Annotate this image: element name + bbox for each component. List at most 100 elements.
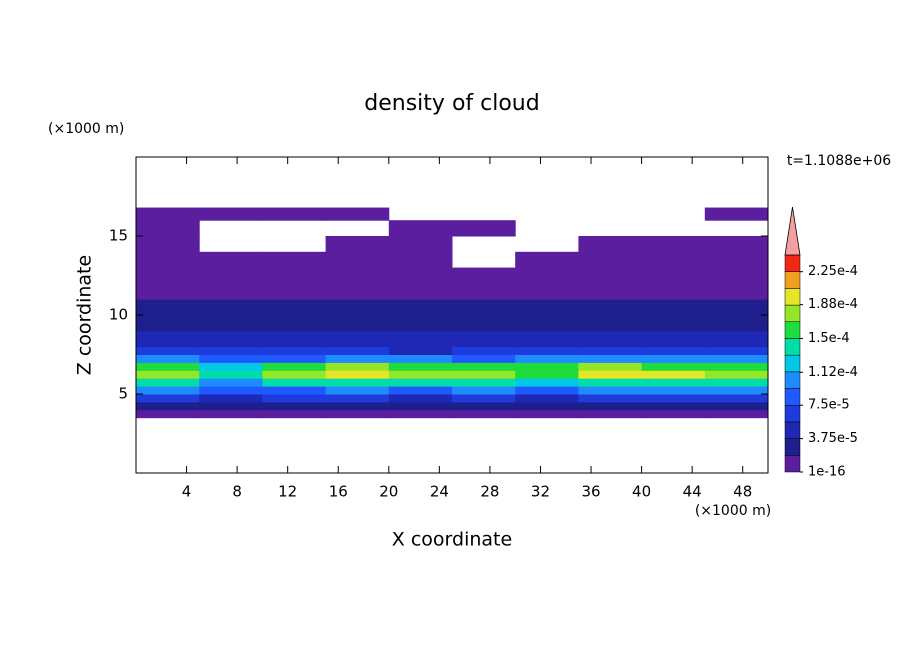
contour-cell bbox=[262, 251, 327, 269]
contour-cell bbox=[136, 207, 200, 221]
contour-cell bbox=[578, 370, 643, 379]
contour-cell bbox=[262, 299, 327, 316]
contour-cell bbox=[199, 409, 263, 419]
contour-cell bbox=[578, 330, 643, 348]
contour-cell bbox=[578, 299, 643, 316]
contour-cell bbox=[388, 220, 453, 237]
time-annotation: t=1.1088e+06 bbox=[787, 153, 891, 169]
contour-cell bbox=[704, 378, 769, 387]
contour-cell bbox=[641, 370, 706, 379]
contour-cell bbox=[325, 409, 390, 419]
contour-cell bbox=[262, 394, 327, 403]
contour-cell bbox=[136, 267, 200, 284]
contour-cell bbox=[325, 346, 390, 355]
contour-cell bbox=[325, 236, 390, 253]
contour-cell bbox=[262, 330, 327, 348]
contour-cell bbox=[262, 378, 327, 387]
x-tick-label: 12 bbox=[278, 483, 297, 501]
contour-cell bbox=[641, 386, 706, 395]
contour-cell bbox=[199, 267, 263, 284]
contour-cell bbox=[388, 267, 453, 284]
contour-cell bbox=[515, 362, 579, 371]
contour-cell bbox=[388, 370, 453, 379]
contour-cell bbox=[136, 378, 200, 387]
contour-cell bbox=[452, 394, 516, 403]
contour-cell bbox=[199, 362, 263, 371]
contour-cell bbox=[262, 401, 327, 411]
contour-cell bbox=[262, 283, 327, 300]
contour-cell bbox=[199, 394, 263, 403]
colorbar-box bbox=[784, 455, 801, 473]
contour-cell bbox=[641, 236, 706, 253]
contour-cell bbox=[578, 409, 643, 419]
contour-cell bbox=[262, 386, 327, 395]
contour-cell bbox=[325, 354, 390, 363]
contour-cell bbox=[641, 283, 706, 300]
contour-cell bbox=[136, 346, 200, 355]
colorbar-box bbox=[784, 404, 801, 423]
contour-cell bbox=[325, 330, 390, 348]
contour-cell bbox=[199, 299, 263, 316]
contour-cell bbox=[136, 220, 200, 237]
contour-cell bbox=[578, 251, 643, 269]
contour-cell bbox=[515, 386, 579, 395]
contour-cell bbox=[262, 362, 327, 371]
contour-cell bbox=[515, 370, 579, 379]
contour-cell bbox=[452, 283, 516, 300]
contour-cell bbox=[388, 299, 453, 316]
x-tick-label: 44 bbox=[683, 483, 702, 501]
contour-cell bbox=[515, 251, 579, 269]
contour-cell bbox=[325, 207, 390, 221]
contour-cell bbox=[641, 330, 706, 348]
contour-cell bbox=[325, 370, 390, 379]
contour-cell bbox=[515, 267, 579, 284]
contour-cell bbox=[136, 283, 200, 300]
contour-cell bbox=[199, 354, 263, 363]
contour-cell bbox=[704, 409, 769, 419]
contour-cell bbox=[704, 267, 769, 284]
contour-cell bbox=[199, 386, 263, 395]
x-tick-label: 48 bbox=[733, 483, 752, 501]
contour-cell bbox=[199, 401, 263, 411]
contour-cell bbox=[704, 386, 769, 395]
contour-cell bbox=[325, 362, 390, 371]
contour-cell bbox=[199, 315, 263, 332]
contour-cell bbox=[704, 315, 769, 332]
contour-cell bbox=[388, 315, 453, 332]
contour-cell bbox=[641, 401, 706, 411]
contour-cell bbox=[136, 354, 200, 363]
contour-cell bbox=[388, 401, 453, 411]
colorbar-box bbox=[784, 371, 801, 389]
x-tick-label: 40 bbox=[632, 483, 651, 501]
colorbar-box bbox=[784, 304, 801, 323]
contour-cell bbox=[515, 394, 579, 403]
contour-cell bbox=[704, 207, 769, 221]
contour-cell bbox=[515, 378, 579, 387]
colorbar-box bbox=[784, 421, 801, 439]
contour-cell bbox=[452, 346, 516, 355]
contour-cell bbox=[262, 207, 327, 221]
contour-cell bbox=[578, 315, 643, 332]
contour-cell bbox=[578, 236, 643, 253]
contour-cell bbox=[641, 409, 706, 419]
contour-cell bbox=[136, 394, 200, 403]
y-axis-label: Z coordinate bbox=[74, 255, 96, 375]
contour-cell bbox=[704, 251, 769, 269]
contour-cell bbox=[452, 220, 516, 237]
y-tick-label: 15 bbox=[109, 227, 128, 245]
contour-cell bbox=[388, 330, 453, 348]
y-tick-label: 10 bbox=[109, 306, 128, 324]
x-axis-label: X coordinate bbox=[392, 529, 512, 551]
contour-cell bbox=[704, 370, 769, 379]
contour-cell bbox=[515, 401, 579, 411]
contour-cell bbox=[136, 251, 200, 269]
x-unit: (×1000 m) bbox=[695, 503, 771, 519]
contour-cell bbox=[452, 386, 516, 395]
contour-cell bbox=[136, 386, 200, 395]
contour-cell bbox=[325, 394, 390, 403]
contour-cell bbox=[136, 409, 200, 419]
contour-cell bbox=[325, 283, 390, 300]
colorbar-tick-label: 3.75e-5 bbox=[808, 431, 858, 446]
contour-cell bbox=[199, 370, 263, 379]
